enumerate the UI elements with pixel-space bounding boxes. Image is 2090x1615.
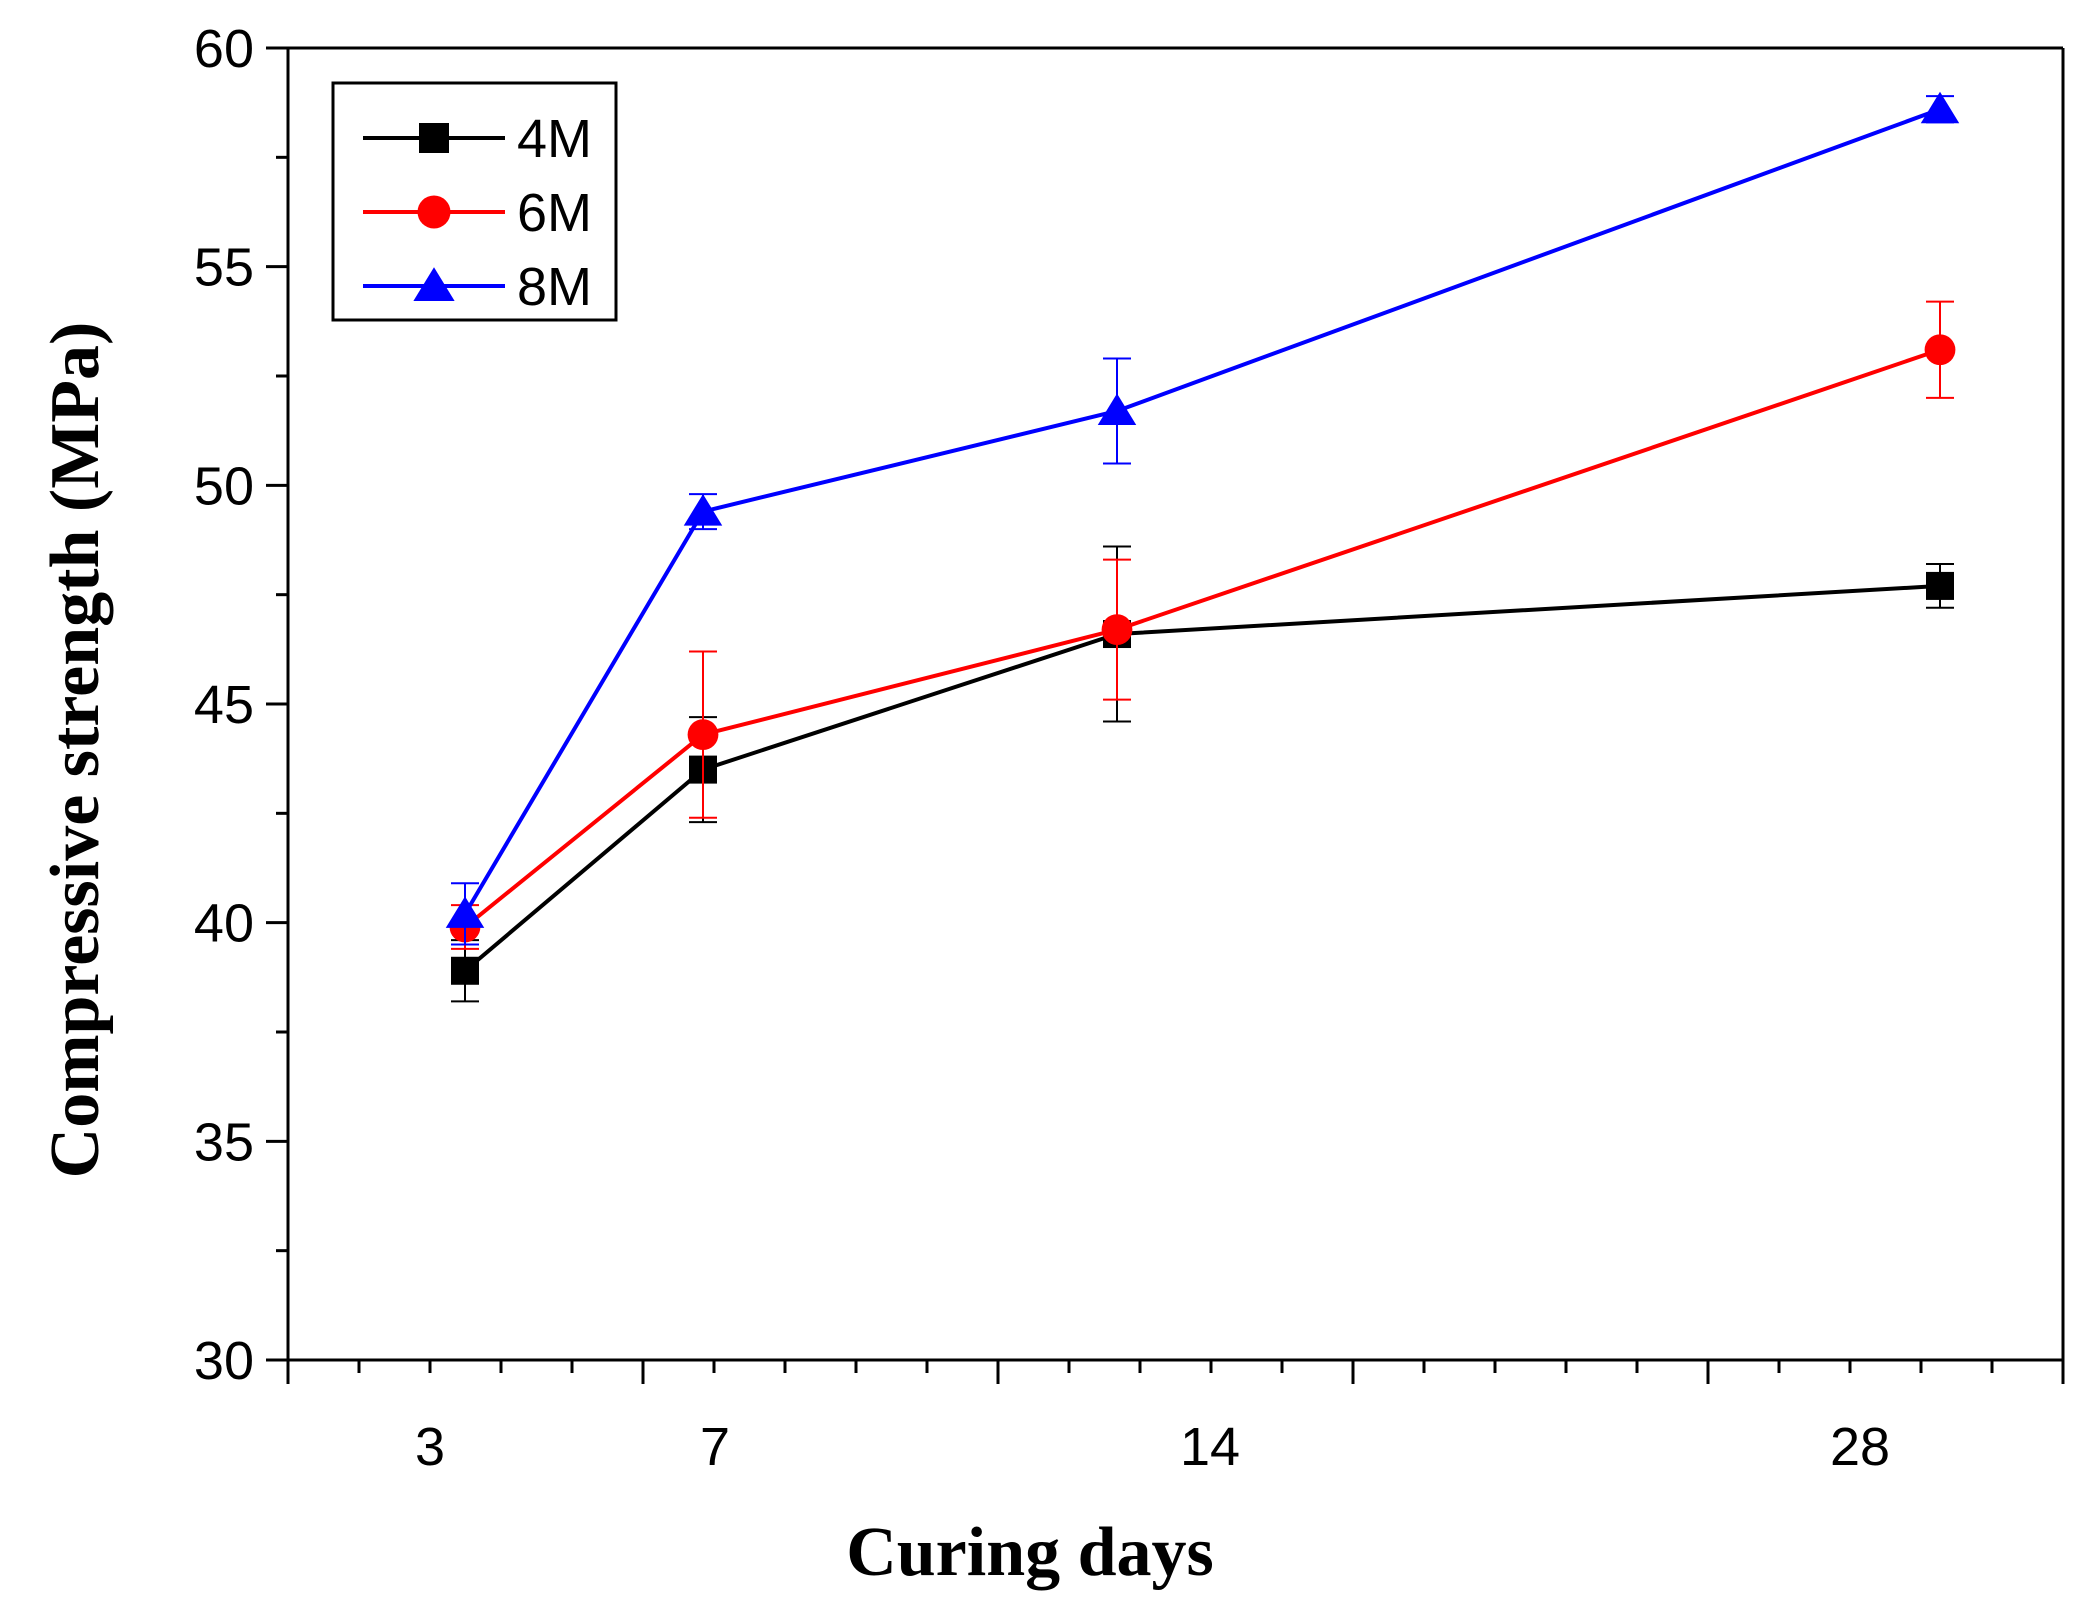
- legend-box: [331, 81, 618, 322]
- data-point: [1097, 393, 1137, 425]
- series-layer: [445, 91, 1960, 1003]
- legend: 4M 6M 8M: [331, 81, 618, 322]
- y-tick-label: 50: [194, 456, 254, 516]
- y-axis: 30 35 40 45 50 55 60: [194, 19, 290, 1391]
- x-axis: 3 7 14 28: [286, 1358, 2065, 1477]
- legend-label: 4M: [517, 109, 592, 169]
- data-point: [1926, 571, 1954, 600]
- legend-marker: [419, 123, 449, 153]
- x-tick-label: 7: [700, 1417, 730, 1477]
- series-line: [463, 347, 1941, 929]
- data-point: [445, 896, 485, 928]
- legend-marker: [417, 195, 451, 229]
- data-point: [451, 956, 479, 985]
- legend-item: 6M: [363, 183, 592, 243]
- legend-label: 6M: [517, 183, 592, 243]
- legend-item: 4M: [363, 109, 592, 169]
- x-tick-label: 28: [1830, 1417, 1890, 1477]
- legend-marker: [413, 267, 455, 301]
- data-point: [1924, 334, 1956, 366]
- data-point: [1101, 614, 1133, 646]
- data-point: [687, 719, 719, 751]
- plot-frame: [288, 46, 2065, 1360]
- series-8m: [445, 91, 1960, 946]
- x-tick-label: 14: [1180, 1417, 1240, 1477]
- data-point: [1920, 91, 1960, 124]
- x-axis-title: Curing days: [846, 1514, 1214, 1591]
- legend-label: 8M: [517, 257, 592, 317]
- x-tick-label: 3: [415, 1417, 445, 1477]
- y-tick-label: 40: [194, 894, 254, 954]
- data-point: [683, 494, 723, 526]
- y-tick-label: 55: [194, 238, 254, 298]
- y-tick-label: 45: [194, 675, 254, 735]
- y-tick-label: 35: [194, 1112, 254, 1172]
- y-axis-title: Compressive strength (MPa): [37, 322, 114, 1179]
- y-tick-label: 30: [194, 1331, 254, 1391]
- series-line: [463, 107, 1941, 915]
- legend-item: 8M: [363, 257, 592, 317]
- series-6m: [449, 300, 1956, 950]
- series-line: [463, 583, 1941, 973]
- series-4m: [451, 545, 1954, 1003]
- y-tick-label: 60: [194, 19, 254, 79]
